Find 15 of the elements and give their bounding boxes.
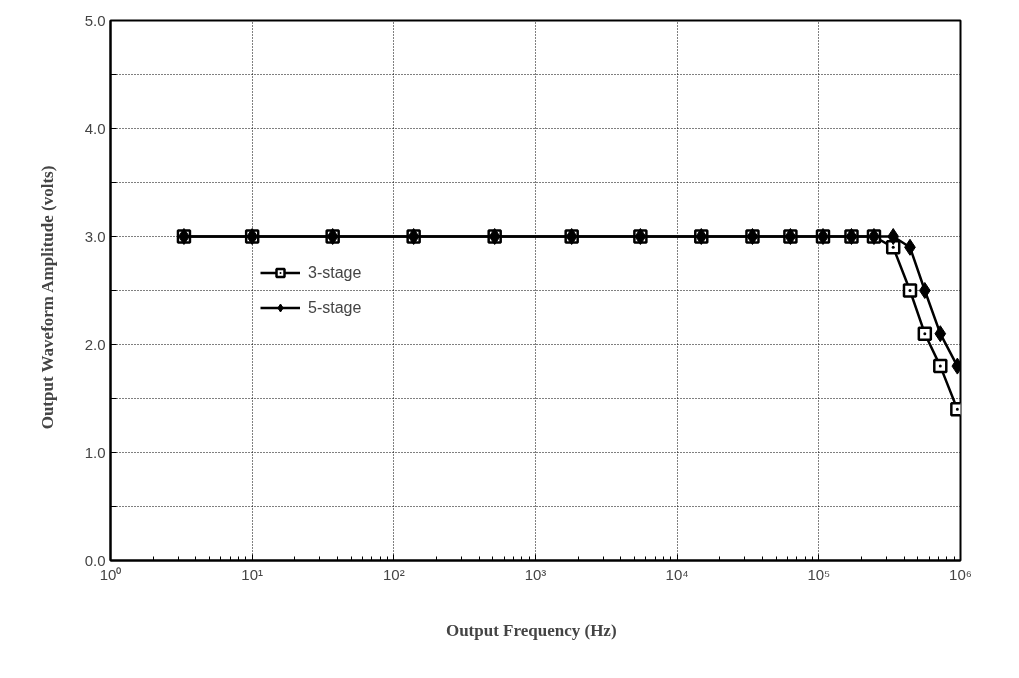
x-tick-label: 10⁴ — [665, 565, 689, 583]
y-tick-label: 5.0 — [84, 11, 106, 29]
y-tick-label: 4.0 — [84, 119, 106, 137]
x-tick-label: 10² — [382, 565, 405, 583]
y-tick-label: 1.0 — [84, 443, 106, 461]
legend-label: 5-stage — [308, 298, 362, 317]
x-tick-label: 10⁶ — [949, 565, 972, 583]
y-tick-label: 3.0 — [84, 227, 106, 245]
y-axis-title: Output Waveform Amplitude (volts) — [37, 165, 57, 430]
legend-label: 3-stage — [308, 263, 362, 282]
x-tick-label: 10³ — [524, 565, 547, 583]
x-tick-label: 10¹ — [241, 565, 264, 583]
x-tick-label: 10⁵ — [807, 565, 831, 583]
y-tick-label: 2.0 — [84, 335, 106, 353]
x-axis-title: Output Frequency (Hz) — [445, 620, 617, 640]
